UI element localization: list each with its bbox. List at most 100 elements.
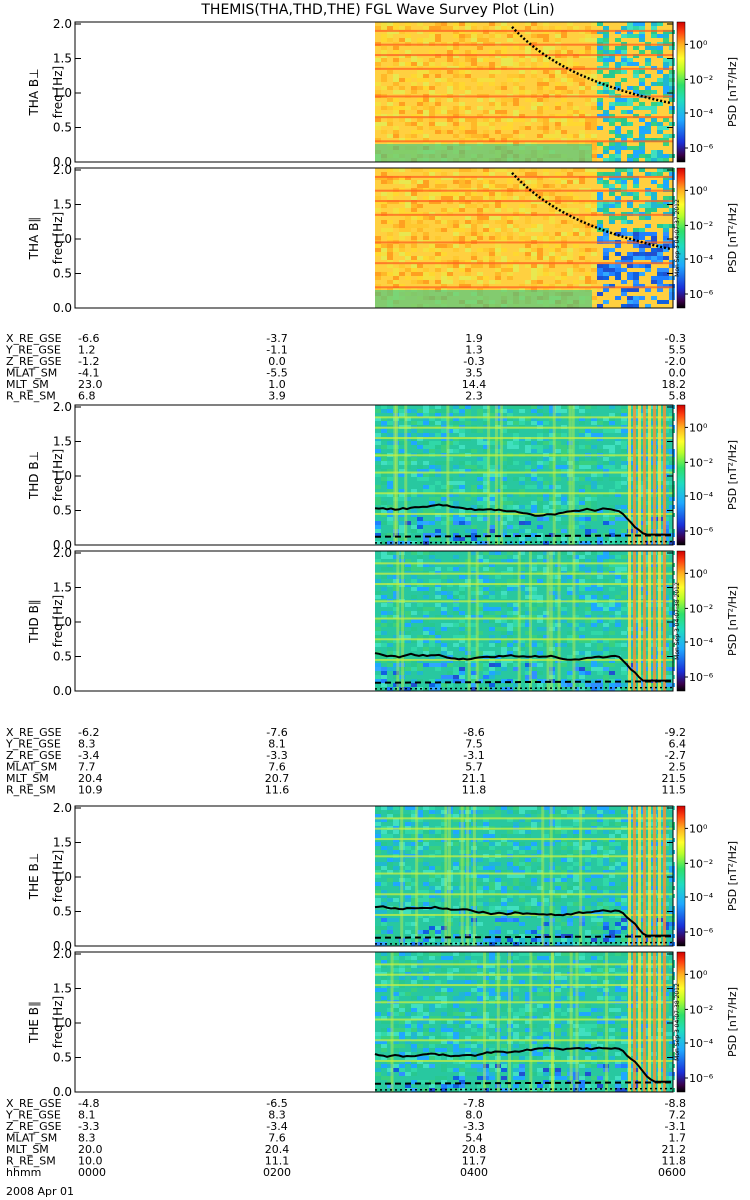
spectrogram-cell [429, 106, 435, 110]
spectrogram-cell [375, 110, 381, 114]
spectrogram-cell [489, 70, 495, 74]
spectrogram-cell [459, 86, 465, 90]
spectrogram-cell [465, 118, 471, 122]
spectrogram-cell [429, 663, 435, 667]
spectrogram-cell [543, 413, 549, 417]
spectrogram-cell [423, 918, 429, 922]
spectrogram-cell [525, 862, 531, 866]
spectrogram-cell [549, 671, 555, 675]
spectrogram-cell [561, 114, 567, 118]
spectrogram-cell [609, 938, 615, 942]
spectrogram-cell [513, 110, 519, 114]
spectrogram-cell [477, 541, 483, 545]
spectrogram-cell [405, 501, 411, 505]
spectrogram-cell [441, 679, 447, 683]
spectrogram-cell [477, 906, 483, 910]
spectrogram-cell [543, 98, 549, 102]
spectrogram-cell [525, 667, 531, 671]
spectrogram-cell [627, 26, 633, 30]
y-tick-label: 1.0 [53, 615, 72, 629]
spectrogram-cell [393, 579, 399, 583]
spectrogram-cell [669, 292, 675, 296]
spectrogram-cell [471, 846, 477, 850]
spectrogram-cell [399, 449, 405, 453]
spectrogram-cell [417, 429, 423, 433]
spectrogram-cell [615, 517, 621, 521]
spectrogram-cell [555, 591, 561, 595]
colorbar-label: PSD [nT²/Hz] [726, 440, 739, 510]
spectrogram-cell [639, 914, 645, 918]
spectrogram-cell [429, 679, 435, 683]
spectrogram-cell [507, 457, 513, 461]
spectrogram-cell [579, 433, 585, 437]
spectrogram-cell [399, 513, 405, 517]
spectrogram-cell [579, 679, 585, 683]
spectrogram-cell [627, 86, 633, 90]
spectrogram-cell [621, 469, 627, 473]
spectrogram-cell [507, 679, 513, 683]
spectrogram-cell [585, 505, 591, 509]
spectrogram-cell [549, 842, 555, 846]
spectrogram-cell [615, 643, 621, 647]
spectrogram-cell [489, 659, 495, 663]
spectrogram-cell [573, 623, 579, 627]
spectrogram-cell [399, 228, 405, 232]
spectrogram-cell [603, 421, 609, 425]
spectrogram-cell [561, 659, 567, 663]
spectrogram-cell [429, 256, 435, 260]
spectrogram-cell [561, 537, 567, 541]
spectrogram-cell [567, 172, 573, 176]
spectrogram-cell [585, 272, 591, 276]
spectrogram-cell [669, 276, 675, 280]
spectrogram-cell [549, 473, 555, 477]
broadband-burst [393, 405, 397, 545]
spectrogram-cell [483, 232, 489, 236]
spectrogram-cell [555, 930, 561, 934]
spectrogram-cell [597, 563, 603, 567]
spectrogram-cell [495, 260, 501, 264]
spectrogram-cell [387, 878, 393, 882]
spectrogram-cell [441, 587, 447, 591]
spectrogram-cell [645, 126, 651, 130]
spectrogram-cell [573, 822, 579, 826]
spectrogram-cell [585, 509, 591, 513]
spectrogram-cell [513, 822, 519, 826]
spectrogram-cell [399, 433, 405, 437]
spectrogram-cell [525, 469, 531, 473]
spectrogram-cell [639, 810, 645, 814]
spectrogram-cell [579, 276, 585, 280]
spectrogram-cell [495, 276, 501, 280]
spectrogram-cell [525, 46, 531, 50]
spectrogram-cell [405, 882, 411, 886]
spectrogram-cell [495, 551, 501, 555]
spectrogram-cell [399, 86, 405, 90]
spectrogram-cell [477, 78, 483, 82]
spectrogram-cell [579, 922, 585, 926]
spectrogram-cell [543, 62, 549, 66]
spectrogram-cell [399, 830, 405, 834]
spectrogram-cell [381, 675, 387, 679]
spectrogram-cell [591, 126, 597, 130]
spectrogram-cell [429, 878, 435, 882]
spectrogram-cell [465, 461, 471, 465]
spectrogram-cell [579, 563, 585, 567]
spectrogram-cell [519, 521, 525, 525]
spectrogram-cell [639, 102, 645, 106]
spectrogram-cell [543, 82, 549, 86]
spectrogram-cell [393, 78, 399, 82]
spectrogram-cell [441, 663, 447, 667]
spectrogram-cell [495, 623, 501, 627]
spectrogram-cell [387, 533, 393, 537]
spectrogram-cell [501, 591, 507, 595]
spectrogram-cell [435, 934, 441, 938]
spectrogram-cell [573, 938, 579, 942]
spectrogram-cell [579, 623, 585, 627]
spectrogram-cell [423, 485, 429, 489]
spectrogram-cell [495, 679, 501, 683]
spectrogram-cell [639, 130, 645, 134]
spectrogram-cell [657, 252, 663, 256]
spectrogram-cell [495, 413, 501, 417]
spectrogram-cell [381, 595, 387, 599]
spectrogram-cell [423, 276, 429, 280]
